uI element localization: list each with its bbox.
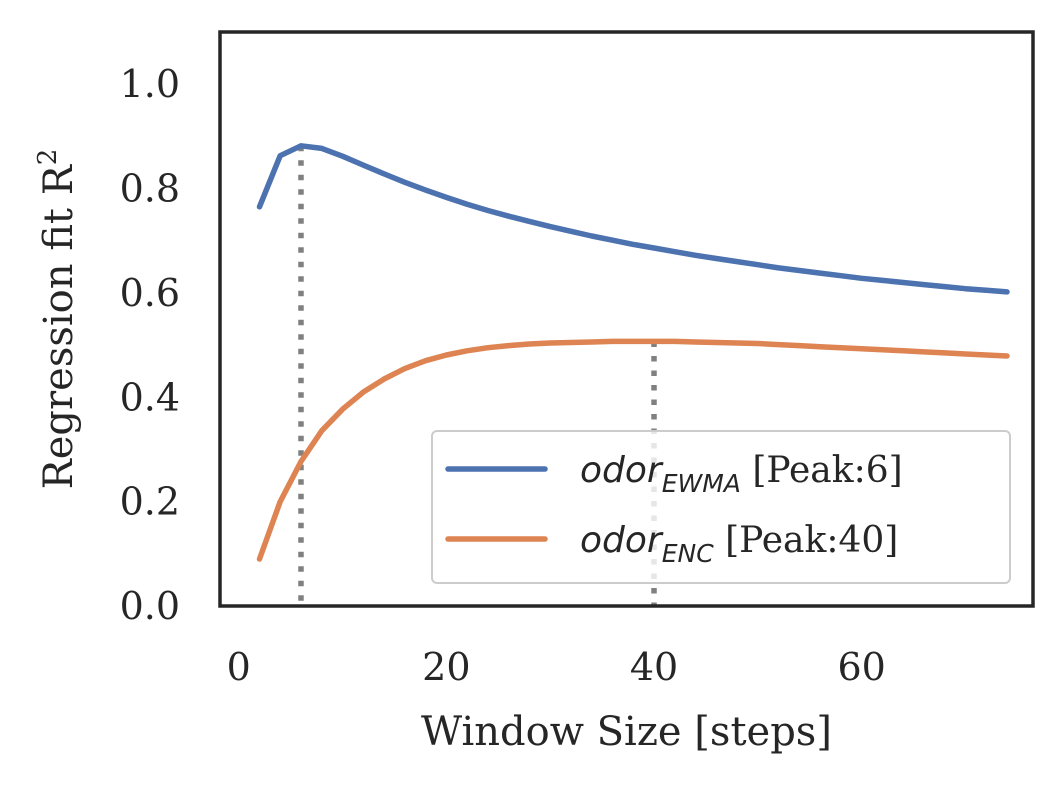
x-tick-label: 60 (837, 645, 885, 689)
y-tick-label: 0.8 (120, 167, 180, 211)
plot-frame (218, 30, 1035, 608)
series-line-enc (256, 338, 1010, 562)
legend: odorEWMA [Peak:6]odorENC [Peak:40] (431, 430, 1011, 584)
legend-label-subscript: EWMA (662, 469, 741, 498)
y-tick-label: 0.6 (120, 271, 180, 315)
y-tick-label: 0.4 (120, 375, 180, 419)
y-tick-labels: 0.0 0.2 0.4 0.6 0.8 1.0 (120, 62, 180, 628)
x-tick-label: 20 (422, 645, 470, 689)
series-line-ewma (256, 143, 1010, 295)
legend-box (431, 430, 1011, 584)
legend-label-base: odor (580, 520, 664, 561)
x-tick-label: 40 (630, 645, 678, 689)
y-axis-title-text: Regression fit R (36, 163, 82, 489)
y-tick-label: 0.0 (120, 584, 180, 628)
legend-label-base: odor (580, 450, 664, 491)
y-axis-title: Regression fit R2 (33, 149, 82, 490)
y-axis-title-superscript: 2 (33, 149, 63, 166)
x-axis-title: Window Size [steps] (421, 709, 832, 755)
legend-label-enc: odorENC [Peak:40] (580, 520, 898, 568)
legend-label-subscript: ENC (662, 539, 714, 568)
legend-label-suffix: [Peak:6] (741, 450, 903, 491)
x-tick-labels: 0 20 40 60 (227, 645, 886, 689)
legend-label-suffix: [Peak:40] (714, 520, 899, 561)
y-tick-label: 1.0 (120, 62, 180, 106)
y-tick-label: 0.2 (120, 480, 180, 524)
x-tick-label: 0 (227, 645, 251, 689)
legend-label-ewma: odorEWMA [Peak:6] (580, 450, 903, 498)
